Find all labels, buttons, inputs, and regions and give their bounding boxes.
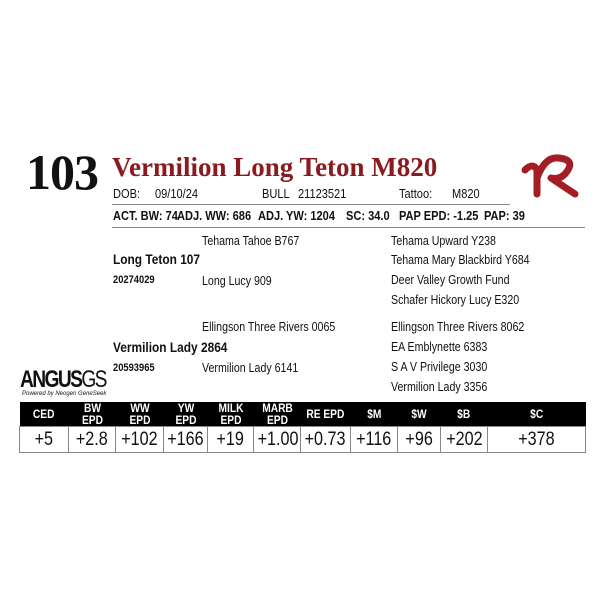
epd-value: +2.8 xyxy=(68,426,116,453)
epd-header: $W xyxy=(397,402,441,427)
logo-main: ANGUS xyxy=(20,366,83,393)
sire-sire-sire: Tehama Upward Y238 xyxy=(391,234,496,248)
sire-name: Long Teton 107 xyxy=(113,251,201,267)
epd-value: +116 xyxy=(350,426,398,453)
epd-value: +166 xyxy=(163,426,208,453)
sire-sire-dam: Tehama Mary Blackbird Y684 xyxy=(391,253,530,267)
epd-table: CED BW EPD WW EPD YW EPD MILK EPD MARB E… xyxy=(19,402,586,453)
stat-adj-ww: ADJ. WW: 686 xyxy=(177,208,252,223)
epd-value: +19 xyxy=(207,426,254,453)
epd-header-row: CED BW EPD WW EPD YW EPD MILK EPD MARB E… xyxy=(19,402,586,427)
epd-header: RE EPD xyxy=(300,402,351,427)
divider xyxy=(112,204,510,205)
epd-header: BW EPD xyxy=(68,402,116,427)
epd-value: +202 xyxy=(440,426,488,453)
angus-gs-logo: ANGUSGS xyxy=(20,366,107,394)
tattoo-label: Tattoo: xyxy=(399,186,433,201)
epd-value: +5 xyxy=(19,426,69,453)
stat-pap-epd: PAP EPD: -1.25 xyxy=(399,208,479,223)
animal-name: Vermilion Long Teton M820 xyxy=(112,152,438,182)
divider xyxy=(112,227,585,228)
epd-header: $B xyxy=(440,402,488,427)
dam-dam-dam: Vermilion Lady 3356 xyxy=(391,380,488,394)
stat-sc: SC: 34.0 xyxy=(346,208,390,223)
epd-value: +102 xyxy=(115,426,164,453)
epd-value: +0.73 xyxy=(300,426,351,453)
epd-value: +1.00 xyxy=(253,426,301,453)
epd-value: +378 xyxy=(487,426,586,453)
lot-number: 103 xyxy=(26,144,99,200)
tattoo-value: M820 xyxy=(452,186,480,201)
epd-value: +96 xyxy=(397,426,441,453)
epd-header: MILK EPD xyxy=(207,402,254,427)
sire-dam-dam: Schafer Hickory Lucy E320 xyxy=(391,293,520,307)
dam-sire-sire: Ellingson Three Rivers 8062 xyxy=(391,320,525,334)
registration-number: 21123521 xyxy=(298,186,347,201)
dob-value: 09/10/24 xyxy=(155,186,199,201)
sire-sire: Tehama Tahoe B767 xyxy=(202,234,300,248)
sire-reg: 20274029 xyxy=(113,274,155,286)
dam-sire-dam: EA Emblynette 6383 xyxy=(391,340,488,354)
epd-header: CED xyxy=(19,402,69,427)
epd-header: MARB EPD xyxy=(253,402,301,427)
vr-brand-logo xyxy=(521,154,579,198)
dam-sire: Ellingson Three Rivers 0065 xyxy=(202,320,336,334)
epd-value-row: +5 +2.8 +102 +166 +19 +1.00 +0.73 +116 +… xyxy=(19,426,586,453)
dam-dam: Vermilion Lady 6141 xyxy=(202,361,299,375)
dob-label: DOB: xyxy=(113,186,141,201)
logo-suffix: GS xyxy=(81,366,107,393)
logo-tagline: Powered by Neogen GeneSeek xyxy=(22,391,107,397)
epd-header: $C xyxy=(487,402,586,427)
sex: BULL xyxy=(262,186,290,201)
dam-dam-sire: S A V Privilege 3030 xyxy=(391,360,488,374)
dam-name: Vermilion Lady 2864 xyxy=(113,339,228,355)
epd-header: WW EPD xyxy=(115,402,164,427)
epd-header: $M xyxy=(350,402,398,427)
stat-act-bw: ACT. BW: 74 xyxy=(113,208,178,223)
stat-pap: PAP: 39 xyxy=(484,208,525,223)
sire-dam-sire: Deer Valley Growth Fund xyxy=(391,273,510,287)
epd-header: YW EPD xyxy=(163,402,208,427)
stat-adj-yw: ADJ. YW: 1204 xyxy=(258,208,335,223)
dam-reg: 20593965 xyxy=(113,362,155,374)
sire-dam: Long Lucy 909 xyxy=(202,274,272,288)
